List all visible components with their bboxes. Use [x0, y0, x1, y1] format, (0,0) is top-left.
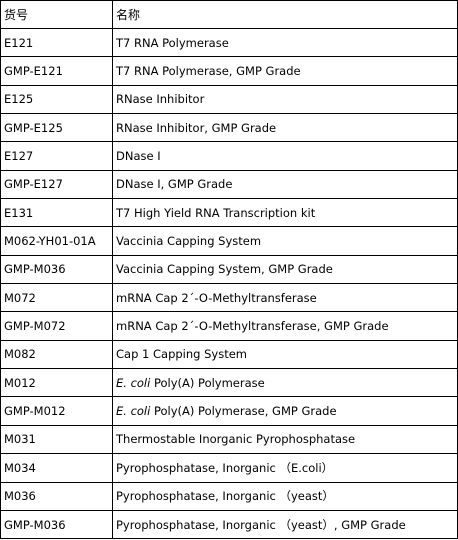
table-row: M072 mRNA Cap 2´-O-Methyltransferase: [0, 283, 458, 313]
product-name-cell: mRNA Cap 2´-O-Methyltransferase, GMP Gra…: [112, 311, 458, 341]
product-name-cell: E. coli Poly(A) Polymerase: [112, 368, 458, 398]
product-code-cell: GMP-E127: [0, 169, 113, 200]
header-name-label: 名称: [116, 8, 141, 22]
product-name-cell: E. coli Poly(A) Polymerase, GMP Grade: [112, 396, 458, 426]
product-name-italic: E. coli: [116, 375, 151, 390]
product-name: Thermostable Inorganic Pyrophosphatase: [116, 432, 356, 447]
product-name-cell: Thermostable Inorganic Pyrophosphatase: [112, 424, 458, 455]
product-name: RNase Inhibitor: [116, 92, 205, 107]
product-code-cell: M012: [0, 368, 113, 398]
product-code-cell: GMP-M036: [0, 509, 113, 540]
table-row: GMP-E125 RNase Inhibitor, GMP Grade: [0, 113, 458, 143]
table-row: E121 T7 RNA Polymerase: [0, 27, 458, 58]
product-name: T7 RNA Polymerase: [116, 35, 229, 50]
header-code-label: 货号: [4, 8, 29, 22]
product-code-cell: E121: [0, 27, 113, 58]
product-code-cell: GMP-M012: [0, 396, 113, 426]
product-name-cell: DNase I: [112, 141, 458, 171]
table-row: M031 Thermostable Inorganic Pyrophosphat…: [0, 424, 458, 455]
product-code-cell: GMP-M036: [0, 254, 113, 285]
table-row: M036 Pyrophosphatase, Inorganic （yeast）: [0, 481, 458, 511]
product-code-cell: M062-YH01-01A: [0, 226, 113, 256]
table-row: GMP-M036 Pyrophosphatase, Inorganic （yea…: [0, 509, 458, 540]
product-name: T7 High Yield RNA Transcription kit: [116, 205, 316, 220]
product-name: mRNA Cap 2´-O-Methyltransferase: [116, 290, 317, 305]
table-row: GMP-E127 DNase I, GMP Grade: [0, 169, 458, 200]
table-row: E127 DNase I: [0, 141, 458, 171]
product-code-cell: E127: [0, 141, 113, 171]
product-code-cell: M034: [0, 453, 113, 483]
product-name-cell: Pyrophosphatase, Inorganic （yeast）, GMP …: [112, 509, 458, 540]
product-code-cell: M072: [0, 283, 113, 313]
product-name-cell: Cap 1 Capping System: [112, 339, 458, 370]
product-name: DNase I: [116, 149, 161, 164]
table-row: E125 RNase Inhibitor: [0, 84, 458, 115]
product-name-cell: RNase Inhibitor: [112, 84, 458, 115]
product-name-cell: Vaccinia Capping System: [112, 226, 458, 256]
product-name: DNase I, GMP Grade: [116, 177, 233, 192]
product-name: Vaccinia Capping System, GMP Grade: [116, 262, 333, 277]
table-row: GMP-E121 T7 RNA Polymerase, GMP Grade: [0, 56, 458, 86]
table-header-row: 货号 名称: [0, 0, 458, 29]
table-row: GMP-M036 Vaccinia Capping System, GMP Gr…: [0, 254, 458, 285]
product-code-cell: E125: [0, 84, 113, 115]
table-row: M012 E. coli Poly(A) Polymerase: [0, 368, 458, 398]
table-row: GMP-M012 E. coli Poly(A) Polymerase, GMP…: [0, 396, 458, 426]
product-name-cell: RNase Inhibitor, GMP Grade: [112, 113, 458, 143]
table-body: E121 T7 RNA Polymerase GMP-E121 T7 RNA P…: [0, 27, 458, 540]
product-name-cell: T7 High Yield RNA Transcription kit: [112, 198, 458, 228]
product-name-cell: T7 RNA Polymerase: [112, 27, 458, 58]
product-code-cell: M031: [0, 424, 113, 455]
product-name: Cap 1 Capping System: [116, 347, 248, 362]
product-name-italic: E. coli: [116, 404, 151, 419]
product-code-cell: M036: [0, 481, 113, 511]
product-name: mRNA Cap 2´-O-Methyltransferase, GMP Gra…: [116, 319, 389, 334]
product-code-cell: GMP-E121: [0, 56, 113, 86]
table-row: M062-YH01-01A Vaccinia Capping System: [0, 226, 458, 256]
product-code-cell: M082: [0, 339, 113, 370]
product-name-cell: Vaccinia Capping System, GMP Grade: [112, 254, 458, 285]
product-name-cell: mRNA Cap 2´-O-Methyltransferase: [112, 283, 458, 313]
table-row: M082 Cap 1 Capping System: [0, 339, 458, 370]
product-name: Pyrophosphatase, Inorganic （E.coli）: [116, 460, 334, 475]
header-name: 名称: [112, 0, 458, 29]
product-name-cell: Pyrophosphatase, Inorganic （E.coli）: [112, 453, 458, 483]
product-name: Pyrophosphatase, Inorganic （yeast）, GMP …: [116, 517, 406, 532]
product-name: Vaccinia Capping System: [116, 234, 262, 249]
product-name-rest: Poly(A) Polymerase: [150, 375, 265, 390]
product-code-cell: GMP-E125: [0, 113, 113, 143]
table-row: E131 T7 High Yield RNA Transcription kit: [0, 198, 458, 228]
product-name: Pyrophosphatase, Inorganic （yeast）: [116, 489, 334, 504]
product-code-cell: E131: [0, 198, 113, 228]
product-name-cell: T7 RNA Polymerase, GMP Grade: [112, 56, 458, 86]
table-row: GMP-M072 mRNA Cap 2´-O-Methyltransferase…: [0, 311, 458, 341]
product-code-cell: GMP-M072: [0, 311, 113, 341]
table-row: M034 Pyrophosphatase, Inorganic （E.coli）: [0, 453, 458, 483]
header-code: 货号: [0, 0, 113, 29]
product-name-rest: Poly(A) Polymerase, GMP Grade: [150, 404, 337, 419]
product-name: RNase Inhibitor, GMP Grade: [116, 120, 277, 135]
product-name: T7 RNA Polymerase, GMP Grade: [116, 64, 301, 79]
product-name-cell: Pyrophosphatase, Inorganic （yeast）: [112, 481, 458, 511]
product-name-cell: DNase I, GMP Grade: [112, 169, 458, 200]
